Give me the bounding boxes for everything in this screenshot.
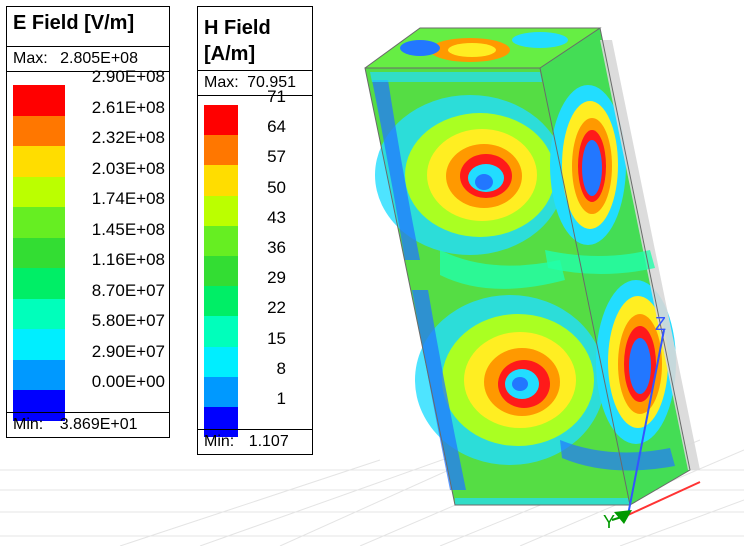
top-face-patches [400, 32, 568, 62]
h-field-legend[interactable]: H Field [A/m] Max: 70.951 71 64 57 50 43 36 29… [197, 6, 313, 455]
h-field-swatch [204, 376, 238, 407]
e-field-swatch [13, 207, 65, 238]
right-upper-lobe [550, 85, 626, 245]
e-field-tick-label: 2.61E+08 [91, 97, 165, 117]
e-field-swatch [13, 390, 65, 421]
h-field-max-value: 70.951 [247, 74, 297, 91]
e-field-tick-label: 1.45E+08 [91, 219, 165, 239]
e-field-tick-label: 2.03E+08 [91, 158, 165, 178]
e-field-swatch [13, 115, 65, 146]
field-box[interactable] [364, 27, 700, 506]
h-field-swatch [204, 195, 238, 226]
h-field-min: Min: 1.107 [198, 429, 312, 454]
h-field-swatch [204, 346, 238, 377]
h-field-swatch [204, 316, 238, 347]
e-field-color-scale: 2.90E+08 2.61E+08 2.32E+08 2.03E+08 1.74E+08… [7, 67, 169, 421]
y-axis-arrow [614, 510, 632, 524]
z-axis-line [627, 329, 665, 516]
h-field-color-scale: 71 64 57 50 43 36 29 22 15 8 1 [198, 87, 312, 438]
e-field-tick-label: 2.32E+08 [91, 128, 165, 147]
h-field-max: Max: 70.951 [198, 71, 312, 96]
axis-triad [611, 329, 701, 524]
e-field-min-value: 3.869E+01 [59, 416, 138, 433]
h-field-max-label: Max: [204, 74, 239, 91]
e-field-legend-title: E Field [V/m] [7, 7, 169, 47]
e-field-tick-label: 5.80E+07 [91, 311, 165, 330]
e-field-swatch [13, 237, 65, 268]
right-lower-lobe [596, 280, 676, 444]
e-field-max-value: 2.805E+08 [60, 50, 138, 67]
h-field-swatch [204, 225, 238, 256]
front-upper-lobe [375, 95, 565, 255]
e-field-max-label: Max: [13, 50, 48, 67]
e-field-legend[interactable]: E Field [V/m] Max: 2.805E+08 2.90E+08 2.6… [6, 6, 170, 438]
h-field-tick-label: 43 [267, 207, 286, 227]
h-field-tick-label: 64 [267, 117, 286, 137]
e-field-swatch [13, 146, 65, 177]
e-field-min: Min: 3.869E+01 [7, 412, 169, 437]
y-axis-label: Y [603, 512, 616, 532]
h-field-tick-label: 8 [276, 358, 286, 378]
e-field-tick-label: 1.16E+08 [91, 250, 165, 269]
e-field-min-label: Min: [13, 416, 44, 433]
e-field-tick-label: 2.90E+07 [91, 341, 165, 361]
h-field-tick-label: 36 [267, 238, 286, 257]
front-lower-lobe [415, 295, 605, 465]
h-field-tick-label: 1 [276, 389, 286, 408]
e-field-tick-label: 2.90E+08 [91, 67, 165, 86]
h-field-tick-label: 29 [267, 268, 286, 288]
z-axis-label: Z [655, 314, 666, 334]
e-field-swatch [13, 176, 65, 207]
h-field-swatch [204, 407, 238, 438]
h-field-swatch [204, 135, 238, 166]
h-field-legend-title: H Field [A/m] [198, 7, 312, 71]
e-field-tick-label: 0.00E+00 [91, 372, 165, 391]
h-field-tick-label: 15 [267, 328, 286, 348]
front-edge-bands [370, 72, 630, 505]
h-field-tick-label: 22 [267, 298, 286, 318]
e-field-swatch [13, 85, 65, 116]
e-field-tick-label: 1.74E+08 [91, 189, 165, 208]
e-field-swatch [13, 268, 65, 299]
h-field-legend-title-line2: [A/m] [204, 43, 256, 65]
e-field-max: Max: 2.805E+08 [7, 47, 169, 72]
e-field-swatch [13, 359, 65, 390]
h-field-swatch [204, 286, 238, 317]
right-face-bands [545, 40, 700, 471]
e-field-swatch [13, 298, 65, 329]
h-field-swatch [204, 256, 238, 287]
e-field-tick-label: 8.70E+07 [91, 280, 165, 300]
h-field-tick-label: 71 [267, 87, 286, 106]
h-field-legend-title-line1: H Field [204, 17, 271, 39]
h-field-tick-label: 57 [267, 147, 286, 167]
x-axis-line [627, 481, 701, 516]
h-field-min-label: Min: [204, 433, 235, 450]
h-field-tick-label: 50 [267, 177, 286, 197]
e-field-swatch [13, 329, 65, 360]
h-field-swatch [204, 165, 238, 196]
h-field-min-value: 1.107 [248, 433, 289, 450]
h-field-swatch [204, 105, 238, 136]
